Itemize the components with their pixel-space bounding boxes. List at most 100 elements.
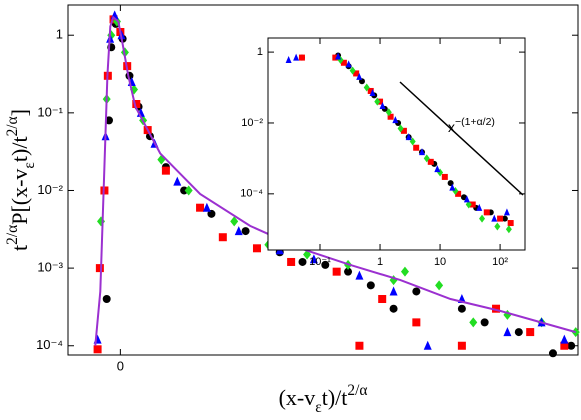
plot-frame	[267, 37, 526, 251]
point	[412, 287, 421, 296]
point	[355, 341, 364, 350]
point	[230, 216, 239, 227]
point	[180, 186, 189, 195]
point	[363, 83, 370, 92]
point	[457, 341, 466, 350]
point	[309, 254, 318, 264]
label-part: t	[7, 245, 32, 251]
y-tick-label: 10⁻³	[37, 260, 63, 275]
y-tick-label: 10⁻²	[37, 182, 63, 197]
label-part: t)/t	[322, 385, 348, 410]
point	[344, 267, 353, 276]
point	[463, 195, 470, 203]
point	[366, 281, 375, 290]
point	[405, 133, 412, 141]
point	[298, 54, 305, 61]
point	[332, 267, 341, 276]
point	[492, 304, 501, 313]
point	[423, 340, 432, 350]
point	[435, 280, 444, 291]
x-tick-label: 10	[434, 256, 446, 268]
point	[102, 295, 111, 304]
point	[476, 203, 483, 211]
point	[400, 127, 407, 134]
y-axis-label: t2/αP[(x-vεt)/t2/α]	[4, 109, 38, 251]
point	[397, 124, 404, 133]
point	[252, 244, 261, 253]
point	[413, 144, 420, 151]
point	[483, 209, 490, 216]
point	[389, 304, 398, 313]
point	[479, 214, 486, 223]
point	[469, 201, 476, 208]
label-part: P[(x-v	[7, 169, 32, 225]
point	[469, 317, 478, 328]
point	[367, 87, 374, 94]
point	[503, 208, 510, 216]
point	[132, 100, 141, 109]
annotation-exponent: −(1+α/2)	[455, 116, 495, 128]
point	[355, 270, 364, 280]
point	[548, 349, 557, 358]
point	[184, 185, 193, 196]
point	[95, 264, 104, 273]
point	[494, 222, 501, 231]
point	[480, 318, 489, 327]
point	[514, 328, 523, 337]
point	[567, 341, 576, 350]
point	[491, 214, 498, 222]
point	[345, 60, 352, 68]
point	[196, 203, 205, 212]
label-sub: ε	[21, 162, 38, 169]
y-tick-label: 10⁻²	[241, 117, 263, 129]
label-sup: 2/α	[4, 116, 21, 136]
label-sup: 2/α	[4, 225, 21, 245]
x-tick-label: 0	[117, 358, 124, 373]
y-tick-label: 10⁻⁴	[240, 188, 263, 200]
label-part: t)/t	[7, 136, 32, 162]
point	[285, 55, 292, 63]
y-tick-label: 10⁻¹	[37, 104, 63, 119]
point	[385, 108, 392, 117]
point	[449, 183, 456, 191]
point	[465, 200, 472, 209]
point	[349, 66, 356, 75]
label-part: ]	[7, 109, 32, 116]
y-tick-label: 1	[257, 46, 263, 58]
point	[202, 202, 211, 212]
slope-line	[399, 81, 524, 196]
point	[332, 54, 339, 61]
point	[441, 173, 448, 180]
y-tick-label: 10⁻⁴	[36, 337, 63, 352]
x-tick-label: 10⁻¹	[309, 256, 331, 268]
point	[427, 158, 434, 165]
point	[321, 260, 330, 269]
point	[560, 334, 569, 344]
point	[423, 154, 430, 163]
point	[571, 327, 580, 338]
point	[412, 318, 421, 327]
point	[173, 176, 182, 186]
point	[161, 166, 170, 175]
point	[234, 226, 243, 236]
point	[293, 53, 300, 61]
point	[379, 102, 386, 110]
point	[207, 209, 216, 218]
label-sup: 2/α	[347, 382, 367, 399]
point	[457, 304, 466, 313]
point	[434, 165, 441, 173]
annotation-base: x	[448, 119, 455, 135]
point	[298, 257, 307, 266]
label-part: (x-v	[279, 385, 316, 410]
x-tick-label: 10²	[492, 256, 508, 268]
point	[335, 52, 342, 60]
point	[418, 148, 425, 156]
point	[501, 215, 508, 222]
point	[507, 220, 514, 227]
point	[389, 286, 398, 296]
point	[241, 227, 250, 236]
point	[93, 345, 102, 354]
annotation: x−(1+α/2)	[448, 116, 495, 135]
point	[356, 72, 363, 80]
